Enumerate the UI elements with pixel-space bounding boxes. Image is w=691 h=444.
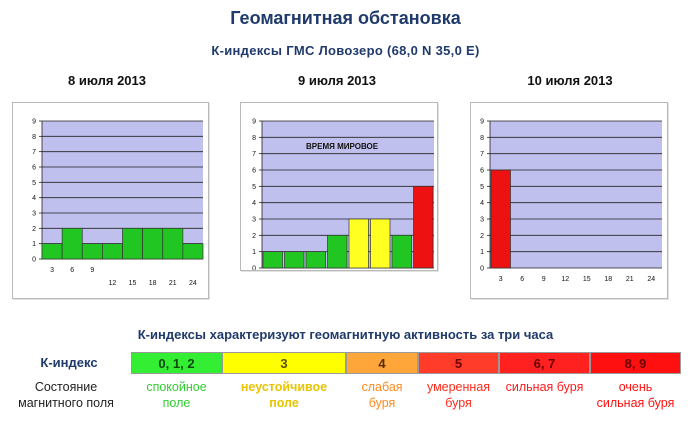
- plot-area: [490, 121, 662, 268]
- x-tick-label: 18: [149, 280, 157, 287]
- y-tick-label: 4: [252, 200, 256, 207]
- chart-date-3: 10 июля 2013: [527, 73, 613, 88]
- bar: [284, 251, 305, 269]
- y-tick-label: 5: [252, 184, 256, 191]
- bar: [142, 227, 164, 260]
- field-state-desc: умеренная буря: [426, 380, 491, 410]
- chart-panel-2: 01234567893691215182124ВРЕМЯ МИРОВОЕ: [240, 102, 438, 271]
- y-tick-label: 8: [252, 135, 256, 142]
- bar: [41, 243, 63, 260]
- y-tick-label: 5: [32, 180, 36, 187]
- chart-date-1: 8 июля 2013: [68, 73, 146, 88]
- field-state-desc: неустойчивое поле: [240, 380, 328, 410]
- page-title: Геомагнитная обстановка: [230, 8, 461, 28]
- chart-panel-3: 0 1 2 3 4 5 6 7 8 9 3 6 9 12 15 18 21 24: [470, 102, 668, 299]
- y-tick-label: 7: [480, 151, 484, 158]
- x-tick-label: 12: [561, 276, 569, 283]
- x-tick-label: 15: [583, 276, 591, 283]
- bar: [413, 185, 434, 269]
- y-tick-label: 4: [480, 200, 484, 207]
- y-tick-label: 3: [32, 211, 36, 218]
- k-index-level-cell: 8, 9: [590, 352, 681, 374]
- x-tick-label: 12: [109, 280, 117, 287]
- field-state-desc: слабая буря: [361, 380, 403, 410]
- y-tick-label: 2: [252, 233, 256, 240]
- field-state-desc: очень сильная буря: [596, 380, 675, 410]
- x-tick-label: 6: [520, 276, 524, 283]
- bar: [370, 218, 391, 269]
- k-index-chart-2: 01234567893691215182124ВРЕМЯ МИРОВОЕ: [252, 119, 434, 271]
- field-state-desc: спокойное поле: [146, 380, 207, 410]
- y-tick-label: 1: [252, 249, 256, 256]
- y-tick-label: 4: [32, 195, 36, 202]
- info-text: К-индексы характеризуют геомагнитную акт…: [137, 327, 554, 342]
- bar: [122, 227, 143, 260]
- bar: [81, 243, 103, 260]
- y-tick-label: 3: [480, 217, 484, 224]
- chart-panel-1: 0 1 2 3 4 5 6 7 8 9 3 6 9 12 15 18 21 24: [12, 102, 209, 299]
- chart-date-2: 9 июля 2013: [298, 73, 376, 88]
- y-tick-label: 3: [252, 217, 256, 224]
- field-state-desc: сильная буря: [505, 380, 584, 394]
- x-tick-label: 6: [70, 267, 74, 274]
- bar: [305, 251, 326, 269]
- x-tick-label: 9: [542, 276, 546, 283]
- bar: [262, 251, 283, 269]
- x-tick-label: 24: [189, 280, 197, 287]
- bar: [102, 243, 123, 260]
- y-tick-label: 7: [32, 149, 36, 156]
- bar: [327, 234, 348, 269]
- y-tick-label: 2: [32, 226, 36, 233]
- x-tick-label: 18: [604, 276, 612, 283]
- x-tick-label: 15: [129, 280, 137, 287]
- y-tick-label: 8: [480, 135, 484, 142]
- y-tick-label: 0: [480, 266, 484, 273]
- y-tick-label: 5: [480, 184, 484, 191]
- x-tick-label: 9: [90, 267, 94, 274]
- field-state-label: Состояние магнитного поля: [18, 380, 114, 410]
- bar: [391, 234, 412, 269]
- x-tick-label: 21: [626, 276, 634, 283]
- x-tick-label: 24: [647, 276, 655, 283]
- y-tick-label: 6: [32, 165, 36, 172]
- y-tick-label: 6: [252, 168, 256, 175]
- k-index-level-cell: 4: [346, 352, 418, 374]
- y-tick-label: 9: [252, 119, 256, 126]
- station-subtitle: К-индексы ГМС Ловозеро (68,0 N 35,0 E): [211, 43, 480, 58]
- bar: [490, 169, 511, 269]
- y-tick-label: 1: [480, 249, 484, 256]
- k-index-level-cell: 3: [222, 352, 346, 374]
- x-tick-label: 3: [499, 276, 503, 283]
- chart-annotation: ВРЕМЯ МИРОВОЕ: [306, 142, 379, 151]
- k-index-level-cell: 0, 1, 2: [131, 352, 222, 374]
- y-tick-label: 9: [480, 119, 484, 126]
- bar: [348, 218, 369, 269]
- x-tick-label: 3: [50, 267, 54, 274]
- y-tick-label: 1: [32, 241, 36, 248]
- k-index-scale-label: К-индекс: [40, 355, 98, 370]
- bar: [162, 227, 184, 260]
- y-tick-label: 2: [480, 233, 484, 240]
- y-tick-label: 9: [32, 119, 36, 126]
- y-tick-label: 8: [32, 134, 36, 141]
- y-tick-label: 7: [252, 151, 256, 158]
- bar: [61, 227, 83, 260]
- y-tick-label: 0: [32, 257, 36, 264]
- k-index-level-cell: 5: [418, 352, 499, 374]
- k-index-level-cell: 6, 7: [499, 352, 590, 374]
- y-tick-label: 0: [252, 266, 256, 271]
- y-tick-label: 6: [480, 168, 484, 175]
- x-tick-label: 21: [169, 280, 177, 287]
- bar: [182, 243, 204, 260]
